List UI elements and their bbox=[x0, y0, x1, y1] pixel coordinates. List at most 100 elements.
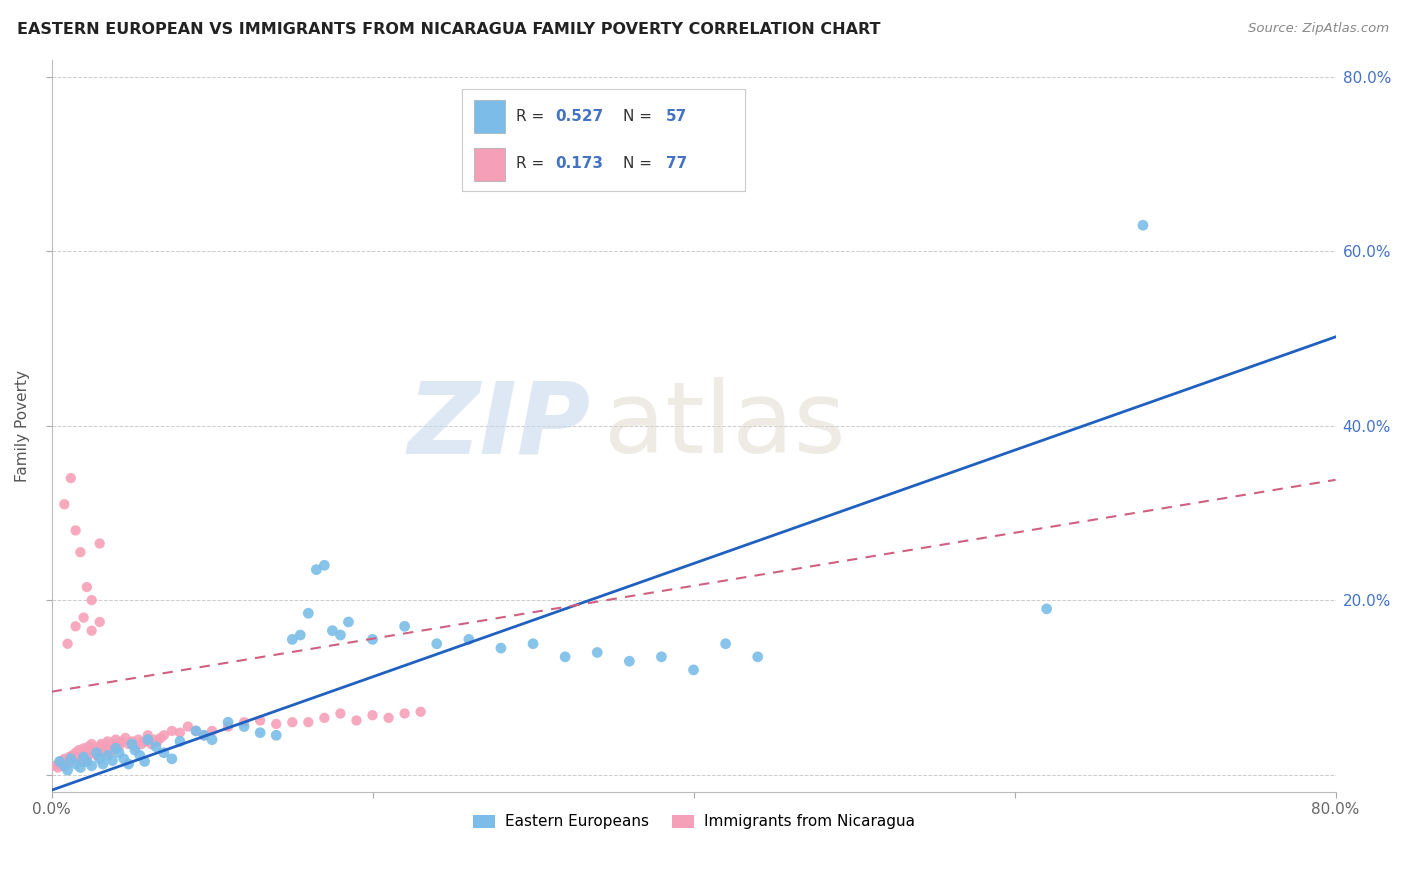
Point bbox=[56, 763, 79, 777]
Point bbox=[619, 654, 641, 668]
Point bbox=[80, 759, 103, 773]
Point bbox=[114, 731, 136, 745]
Point bbox=[281, 632, 304, 647]
Point bbox=[1035, 602, 1057, 616]
Point bbox=[184, 723, 207, 738]
Point bbox=[53, 752, 76, 766]
Point bbox=[59, 471, 82, 485]
Point bbox=[314, 711, 336, 725]
Point bbox=[193, 728, 215, 742]
Text: ZIP: ZIP bbox=[408, 377, 591, 475]
Point bbox=[153, 746, 176, 760]
Point bbox=[90, 737, 112, 751]
Point bbox=[522, 637, 544, 651]
Point bbox=[217, 720, 239, 734]
Point bbox=[329, 706, 352, 721]
Point bbox=[53, 497, 76, 511]
Point bbox=[149, 731, 172, 745]
Point bbox=[134, 734, 156, 748]
Point bbox=[117, 757, 139, 772]
Point bbox=[586, 645, 609, 659]
Point bbox=[346, 714, 368, 728]
Point bbox=[75, 746, 97, 760]
Point bbox=[249, 714, 271, 728]
Point bbox=[97, 734, 120, 748]
Point bbox=[108, 746, 131, 760]
Point bbox=[80, 593, 103, 607]
Point bbox=[201, 723, 224, 738]
Point bbox=[201, 732, 224, 747]
Point bbox=[103, 737, 125, 751]
Point bbox=[1132, 219, 1154, 233]
Point bbox=[121, 734, 143, 748]
Point bbox=[48, 757, 70, 772]
Point bbox=[86, 748, 108, 763]
Point bbox=[112, 752, 135, 766]
Point bbox=[554, 649, 576, 664]
Point bbox=[77, 739, 100, 754]
Point bbox=[127, 732, 149, 747]
Point bbox=[101, 754, 124, 768]
Point bbox=[89, 752, 111, 766]
Point bbox=[409, 705, 432, 719]
Point bbox=[290, 628, 312, 642]
Text: EASTERN EUROPEAN VS IMMIGRANTS FROM NICARAGUA FAMILY POVERTY CORRELATION CHART: EASTERN EUROPEAN VS IMMIGRANTS FROM NICA… bbox=[17, 22, 880, 37]
Point bbox=[89, 536, 111, 550]
Point bbox=[682, 663, 704, 677]
Point bbox=[56, 755, 79, 769]
Point bbox=[297, 715, 319, 730]
Point bbox=[59, 752, 82, 766]
Point bbox=[361, 708, 384, 723]
Point bbox=[72, 741, 94, 756]
Point bbox=[281, 715, 304, 730]
Point bbox=[457, 632, 479, 647]
Point bbox=[63, 752, 86, 766]
Point bbox=[53, 759, 76, 773]
Point bbox=[65, 619, 87, 633]
Point bbox=[65, 746, 87, 760]
Point bbox=[97, 748, 120, 763]
Point bbox=[361, 632, 384, 647]
Point bbox=[146, 734, 169, 748]
Point bbox=[233, 715, 256, 730]
Point bbox=[82, 746, 104, 760]
Point bbox=[69, 760, 91, 774]
Point bbox=[111, 734, 134, 748]
Point bbox=[80, 624, 103, 638]
Point bbox=[89, 615, 111, 629]
Point bbox=[124, 743, 146, 757]
Point bbox=[193, 728, 215, 742]
Point bbox=[60, 748, 83, 763]
Point bbox=[86, 746, 108, 760]
Point bbox=[52, 759, 75, 773]
Point bbox=[117, 737, 139, 751]
Point bbox=[83, 741, 105, 756]
Point bbox=[56, 637, 79, 651]
Point bbox=[233, 720, 256, 734]
Point bbox=[426, 637, 449, 651]
Point bbox=[108, 739, 131, 754]
Point bbox=[264, 717, 287, 731]
Point bbox=[169, 725, 191, 739]
Point bbox=[65, 524, 87, 538]
Point bbox=[67, 743, 90, 757]
Point bbox=[714, 637, 737, 651]
Point bbox=[145, 739, 167, 754]
Point bbox=[58, 750, 80, 764]
Text: Source: ZipAtlas.com: Source: ZipAtlas.com bbox=[1249, 22, 1389, 36]
Point bbox=[76, 752, 98, 766]
Point bbox=[49, 755, 72, 769]
Point bbox=[131, 737, 153, 751]
Point bbox=[124, 739, 146, 754]
Point bbox=[98, 746, 121, 760]
Point bbox=[100, 739, 122, 754]
Point bbox=[104, 732, 127, 747]
Point bbox=[264, 728, 287, 742]
Point bbox=[59, 754, 82, 768]
Point bbox=[76, 755, 98, 769]
Point bbox=[69, 748, 91, 763]
Point bbox=[177, 720, 200, 734]
Point bbox=[394, 619, 416, 633]
Point bbox=[94, 737, 117, 751]
Point bbox=[104, 741, 127, 756]
